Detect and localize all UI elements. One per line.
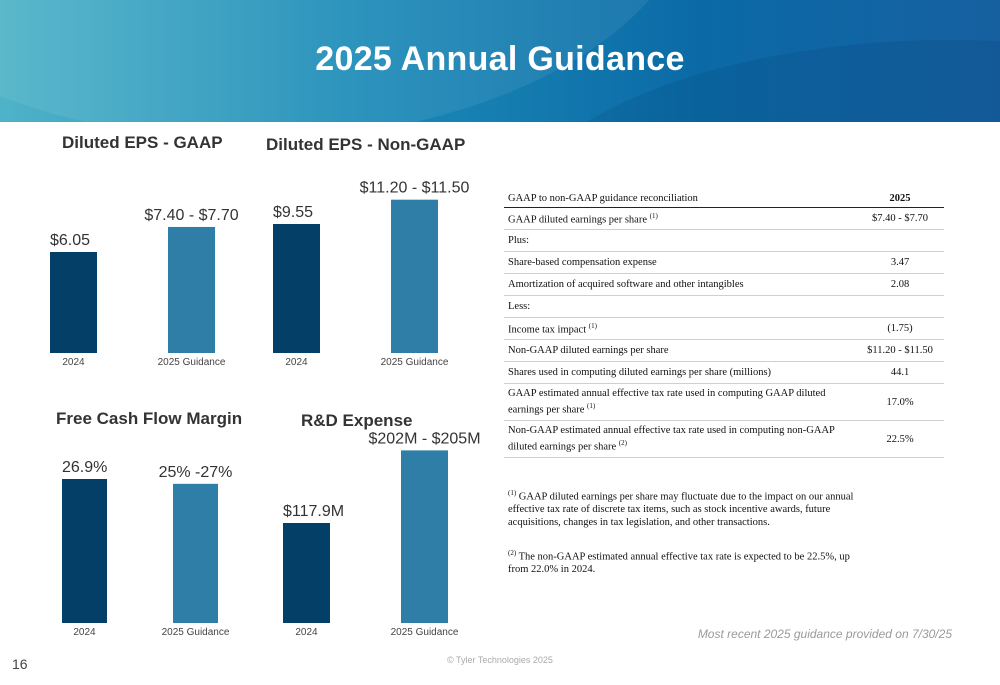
bar-2025-guidance bbox=[173, 483, 218, 623]
category-label: 2025 Guidance bbox=[391, 627, 459, 638]
reconciliation-row: Share-based compensation expense 3.47 bbox=[504, 252, 944, 274]
reconciliation-row-value: $7.40 - $7.70 bbox=[872, 213, 928, 224]
reconciliation-row-value: 2.08 bbox=[890, 279, 910, 290]
copyright: © Tyler Technologies 2025 bbox=[447, 655, 553, 665]
footnote-marker: (1) bbox=[649, 212, 658, 221]
reconciliation-row-label: GAAP diluted earnings per share (1) bbox=[508, 210, 860, 227]
category-label: 2025 Guidance bbox=[381, 357, 449, 368]
header-banner: 2025 Annual Guidance bbox=[0, 0, 1000, 122]
chart-title-eps-gaap: Diluted EPS - GAAP bbox=[62, 133, 223, 152]
bar-2025-guidance bbox=[401, 450, 448, 623]
row-label-text: Shares used in computing diluted earning… bbox=[508, 366, 772, 378]
row-label-text: Non-GAAP diluted earnings per share bbox=[508, 344, 669, 356]
bar-value-label: $11.20 - $11.50 bbox=[360, 180, 470, 197]
row-label-text: Share-based compensation expense bbox=[508, 256, 657, 268]
bar-2024 bbox=[50, 252, 97, 353]
guidance-date-note: Most recent 2025 guidance provided on 7/… bbox=[697, 627, 952, 641]
footnote-marker: (1) bbox=[508, 489, 517, 497]
row-label-text: Amortization of acquired software and ot… bbox=[508, 278, 744, 290]
reconciliation-row-label: Non-GAAP diluted earnings per share bbox=[508, 345, 860, 357]
reconciliation-row-label: Non-GAAP estimated annual effective tax … bbox=[508, 425, 860, 454]
footnote-2: (2) The non-GAAP estimated annual effect… bbox=[508, 547, 858, 577]
reconciliation-row: Shares used in computing diluted earning… bbox=[504, 362, 944, 384]
reconciliation-header: GAAP to non-GAAP guidance reconciliation… bbox=[504, 193, 944, 208]
chart-title-eps-nongaap: Diluted EPS - Non-GAAP bbox=[266, 135, 466, 154]
bar-value-label: $202M - $205M bbox=[368, 430, 480, 447]
chart-eps-gaap: $6.05 2024 $7.40 - $7.70 2025 Guidance bbox=[50, 207, 239, 368]
category-label: 2024 bbox=[73, 627, 96, 638]
bar-value-label: $7.40 - $7.70 bbox=[144, 207, 238, 224]
row-label-text: Income tax impact bbox=[508, 324, 587, 336]
reconciliation-header-label: GAAP to non-GAAP guidance reconciliation bbox=[508, 193, 698, 204]
reconciliation-table: GAAP to non-GAAP guidance reconciliation… bbox=[504, 193, 944, 458]
row-label-text: Plus: bbox=[508, 234, 530, 246]
reconciliation-row: Income tax impact (1) (1.75) bbox=[504, 318, 944, 340]
footnote-text: The non-GAAP estimated annual effective … bbox=[508, 551, 850, 576]
reconciliation-row-label: Shares used in computing diluted earning… bbox=[508, 367, 860, 379]
reconciliation-row: Amortization of acquired software and ot… bbox=[504, 274, 944, 296]
category-label: 2025 Guidance bbox=[158, 357, 226, 368]
bar-2024 bbox=[273, 224, 320, 353]
reconciliation-row-label: Amortization of acquired software and ot… bbox=[508, 279, 860, 291]
page-number: 16 bbox=[12, 656, 28, 672]
footnote-marker: (1) bbox=[588, 322, 597, 331]
bar-value-label: 26.9% bbox=[62, 459, 107, 476]
chart-fcf-margin: 26.9% 2024 25% -27% 2025 Guidance bbox=[62, 459, 232, 638]
reconciliation-row-value: 17.0% bbox=[886, 396, 914, 408]
footnote-text: GAAP diluted earnings per share may fluc… bbox=[508, 491, 854, 528]
row-label-text: Non-GAAP estimated annual effective tax … bbox=[508, 424, 835, 453]
chart-rd-expense: $117.9M 2024 $202M - $205M 2025 Guidance bbox=[283, 430, 481, 638]
reconciliation-row: GAAP estimated annual effective tax rate… bbox=[504, 384, 944, 421]
footnote-marker: (2) bbox=[508, 549, 517, 557]
reconciliation-row-value: (1.75) bbox=[887, 323, 913, 334]
row-label-text: GAAP diluted earnings per share bbox=[508, 214, 647, 226]
reconciliation-row-value: 22.5% bbox=[886, 433, 914, 445]
row-label-text: Less: bbox=[508, 300, 531, 312]
reconciliation-row: Non-GAAP diluted earnings per share $11.2… bbox=[504, 340, 944, 362]
footnote-marker: (2) bbox=[618, 438, 627, 447]
reconciliation-row-label: Plus: bbox=[508, 235, 860, 247]
bar-value-label: $9.55 bbox=[273, 204, 313, 221]
category-label: 2025 Guidance bbox=[162, 627, 230, 638]
bar-2025-guidance bbox=[168, 226, 215, 353]
chart-eps-nongaap: $9.55 2024 $11.20 - $11.50 2025 Guidance bbox=[273, 180, 469, 368]
bar-value-label: 25% -27% bbox=[159, 464, 233, 481]
footnote-1: (1) GAAP diluted earnings per share may … bbox=[508, 487, 858, 529]
reconciliation-row-value: 44.1 bbox=[890, 367, 910, 378]
reconciliation-row-label: Income tax impact (1) bbox=[508, 320, 860, 337]
reconciliation-header-year: 2025 bbox=[889, 193, 911, 204]
bar-2024 bbox=[283, 523, 330, 623]
reconciliation-row-value: 3.47 bbox=[890, 257, 910, 268]
page-title: 2025 Annual Guidance bbox=[315, 40, 685, 78]
reconciliation-row-value: $11.20 - $11.50 bbox=[867, 345, 933, 356]
reconciliation-row: Plus: bbox=[504, 230, 944, 252]
category-label: 2024 bbox=[285, 357, 308, 368]
bar-2024 bbox=[62, 479, 107, 623]
reconciliation-row-label: Less: bbox=[508, 301, 860, 313]
bar-2025-guidance bbox=[391, 199, 438, 353]
reconciliation-row: GAAP diluted earnings per share (1) $7.40… bbox=[504, 208, 944, 230]
chart-title-fcf-margin: Free Cash Flow Margin bbox=[56, 409, 243, 428]
category-label: 2024 bbox=[295, 627, 318, 638]
bar-value-label: $6.05 bbox=[50, 232, 90, 249]
chart-title-rd-expense: R&D Expense bbox=[301, 411, 413, 430]
category-label: 2024 bbox=[62, 357, 85, 368]
footnote-marker: (1) bbox=[587, 401, 596, 410]
reconciliation-row-label: Share-based compensation expense bbox=[508, 257, 860, 269]
bar-value-label: $117.9M bbox=[283, 503, 344, 520]
reconciliation-row: Non-GAAP estimated annual effective tax … bbox=[504, 421, 944, 458]
row-label-text: GAAP estimated annual effective tax rate… bbox=[508, 387, 826, 416]
reconciliation-row: Less: bbox=[504, 296, 944, 318]
reconciliation-row-label: GAAP estimated annual effective tax rate… bbox=[508, 388, 860, 417]
